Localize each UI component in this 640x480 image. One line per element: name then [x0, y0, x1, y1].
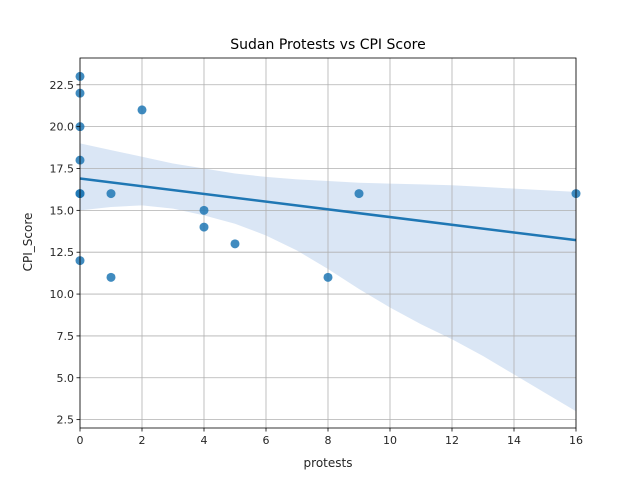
x-tick-label: 14 [507, 434, 521, 447]
y-axis-label: CPI_Score [21, 213, 35, 272]
x-tick-label: 10 [383, 434, 397, 447]
x-tick-label: 2 [139, 434, 146, 447]
y-tick-label: 2.5 [57, 414, 75, 427]
scatter-point [137, 105, 147, 115]
scatter-point [230, 239, 240, 249]
scatter-point [199, 205, 209, 215]
y-tick-label: 10.0 [50, 288, 75, 301]
x-tick-label: 0 [77, 434, 84, 447]
scatter-point [199, 222, 209, 232]
y-tick-label: 20.0 [50, 121, 75, 134]
y-tick-label: 22.5 [50, 79, 75, 92]
tick-layer: 0 2 4 6 8 10 12 14 16 2.5 5.0 7.5 10.0 12.5 15.0 17.5 20… [50, 79, 584, 447]
y-tick-label: 12.5 [50, 246, 75, 259]
scatter-point [354, 189, 364, 199]
y-tick-label: 15.0 [50, 204, 75, 217]
y-tick-label: 17.5 [50, 162, 75, 175]
x-tick-label: 4 [201, 434, 208, 447]
regression-line [79, 177, 577, 242]
x-tick-label: 8 [325, 434, 332, 447]
chart-title: Sudan Protests vs CPI Score [230, 37, 425, 53]
x-tick-label: 16 [569, 434, 583, 447]
x-tick-label: 6 [263, 434, 270, 447]
scatter-point [106, 189, 116, 199]
y-tick-label: 5.0 [57, 372, 75, 385]
y-tick-label: 7.5 [57, 330, 75, 343]
scatter-point [106, 272, 116, 282]
x-tick-label: 12 [445, 434, 459, 447]
scatter-point [323, 272, 333, 282]
x-axis-label: protests [304, 456, 353, 470]
regression-line-layer [79, 177, 577, 242]
